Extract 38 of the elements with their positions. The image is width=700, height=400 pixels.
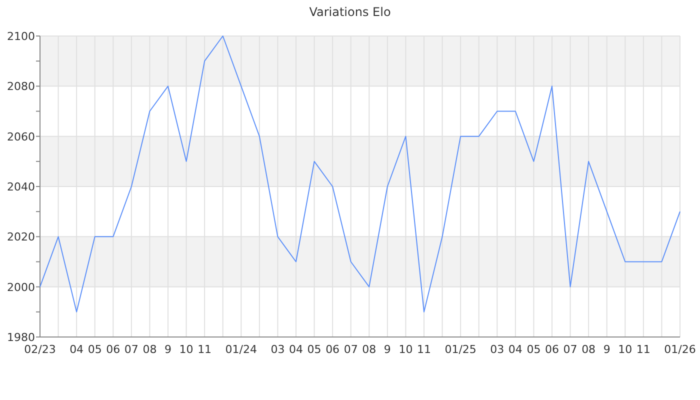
y-tick-label: 2100 xyxy=(7,30,35,43)
x-tick-label: 9 xyxy=(603,343,610,356)
x-tick-label: 07 xyxy=(563,343,578,356)
x-tick-label: 04 xyxy=(70,343,84,356)
x-tick-label: 05 xyxy=(526,343,541,356)
x-tick-label: 01/26 xyxy=(664,343,696,356)
x-tick-label: 06 xyxy=(545,343,559,356)
y-tick-label: 2080 xyxy=(7,80,35,94)
x-tick-label: 11 xyxy=(198,343,212,356)
x-tick-label: 10 xyxy=(398,343,413,356)
x-tick-label: 07 xyxy=(344,343,358,356)
x-tick-label: 04 xyxy=(508,343,522,356)
x-tick-label: 9 xyxy=(384,343,391,356)
x-tick-label: 11 xyxy=(417,343,431,356)
x-tick-label: 03 xyxy=(490,343,504,356)
x-tick-label: 03 xyxy=(270,343,285,356)
x-tick-label: 07 xyxy=(124,343,138,356)
x-tick-label: 01/25 xyxy=(444,343,476,356)
x-tick-label: 08 xyxy=(362,343,376,356)
x-tick-label: 9 xyxy=(164,343,172,356)
y-tick-label: 2020 xyxy=(7,230,35,244)
x-tick-label: 11 xyxy=(636,343,650,356)
y-tick-label: 2040 xyxy=(7,180,35,194)
x-tick-label: 06 xyxy=(106,343,120,356)
x-tick-label: 06 xyxy=(326,343,340,356)
x-tick-label: 02/23 xyxy=(24,343,56,356)
x-tick-label: 08 xyxy=(142,343,157,356)
x-tick-label: 10 xyxy=(618,343,632,356)
chart-title: Variations Elo xyxy=(309,5,391,19)
y-tick-label: 2000 xyxy=(7,280,35,294)
x-tick-label: 05 xyxy=(307,343,322,356)
y-tick-label: 1980 xyxy=(7,331,35,344)
x-tick-label: 04 xyxy=(289,343,303,356)
x-tick-label: 10 xyxy=(179,343,194,356)
x-tick-label: 08 xyxy=(582,343,596,356)
y-tick-label: 2060 xyxy=(7,130,35,144)
x-tick-label: 01/24 xyxy=(225,343,257,356)
x-tick-label: 05 xyxy=(88,343,102,356)
